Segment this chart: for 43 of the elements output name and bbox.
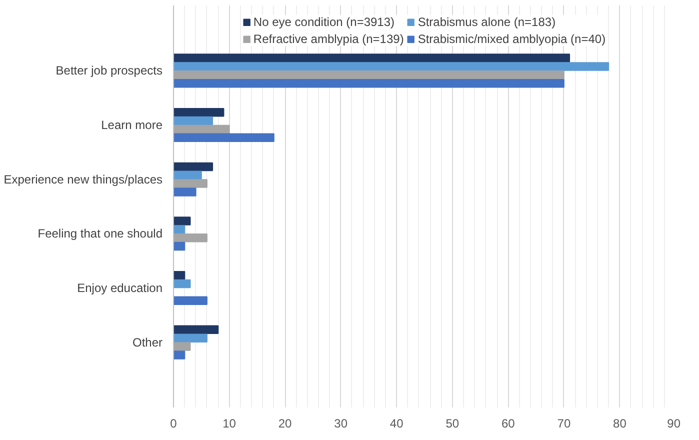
legend-label: Strabismus alone (n=183) [418,15,556,29]
bar [174,124,230,134]
bar [174,234,208,242]
bar [174,242,186,251]
bar [174,133,274,142]
bar [174,62,610,71]
bar [174,108,224,117]
bar [174,279,191,288]
bar [174,325,219,334]
legend-label: Strabismic/mixed amblyopia (n=40) [418,32,606,46]
bar [174,54,570,62]
x-tick-label: 70 [557,416,571,430]
y-tick-label: Better job prospects [56,64,163,78]
x-tick-label: 30 [334,416,348,430]
bar [174,350,186,360]
bar [174,216,191,226]
bar [174,270,186,280]
bar [174,225,186,234]
bar [174,334,208,342]
x-tick-label: 40 [390,416,404,430]
bar [174,78,564,88]
y-tick-label: Learn more [101,118,163,132]
y-tick-label: Enjoy education [77,280,163,295]
x-tick-label: 10 [222,416,236,430]
x-tick-label: 60 [501,416,516,430]
bar [174,70,564,80]
x-tick-label: 0 [170,416,178,430]
bar [174,162,214,172]
bar [174,116,214,126]
y-tick-label: Experience new things/places [4,172,163,186]
x-tick-label: 20 [278,416,292,430]
legend-label: Refractive amblypia (n=139) [253,32,404,46]
bar [174,296,208,305]
x-tick-label: 90 [667,416,681,430]
legend-label: No eye condition (n=3913) [253,15,395,29]
y-tick-label: Other [132,335,163,350]
bar [174,179,208,188]
x-tick-label: 50 [446,416,460,430]
x-tick-label: 80 [613,416,627,430]
y-tick-label: Feeling that one should [38,226,163,241]
bar [174,342,191,351]
bar [174,188,196,196]
bar [174,170,202,180]
